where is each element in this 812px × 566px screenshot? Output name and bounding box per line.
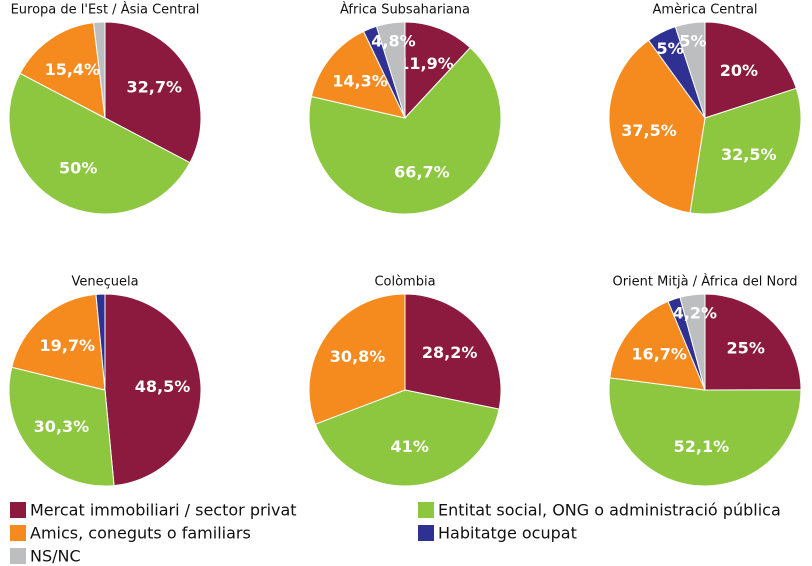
pie-slice bbox=[308, 293, 406, 425]
pie-title: Europa de l'Est / Àsia Central bbox=[11, 2, 200, 18]
pie-slice bbox=[609, 300, 706, 391]
value-label: 37,5% bbox=[621, 121, 677, 140]
value-label: 32,7% bbox=[127, 78, 183, 97]
legend-swatch bbox=[418, 502, 434, 518]
pie-slice bbox=[104, 21, 202, 164]
value-label: 52,1% bbox=[674, 437, 730, 456]
pie-slice bbox=[404, 21, 471, 120]
legend-swatch bbox=[10, 525, 26, 541]
value-label: 48,5% bbox=[135, 377, 191, 396]
pie-title: Àfrica Subsahariana bbox=[340, 2, 470, 18]
pie-title: Amèrica Central bbox=[652, 3, 757, 18]
value-label: 5% bbox=[657, 39, 684, 58]
legend-label: Amics, coneguts o familiars bbox=[30, 524, 251, 543]
pie-slice bbox=[679, 293, 706, 391]
pie-slice bbox=[404, 293, 502, 410]
pie-slice bbox=[95, 293, 106, 391]
legend-swatch bbox=[10, 548, 26, 564]
legend-swatch bbox=[10, 502, 26, 518]
value-label: 28,2% bbox=[422, 343, 478, 362]
pie-slice bbox=[310, 30, 406, 119]
pie-slice bbox=[11, 293, 106, 391]
value-label: 30,8% bbox=[330, 347, 386, 366]
legend-label: NS/NC bbox=[30, 547, 81, 566]
pie-title: Veneçuela bbox=[71, 275, 138, 290]
value-label: 16,7% bbox=[631, 345, 687, 364]
pie-slice bbox=[608, 377, 802, 487]
value-label: 25% bbox=[727, 339, 765, 358]
legend-swatch bbox=[418, 525, 434, 541]
pie-title: Orient Mitjà / Àfrica del Nord bbox=[612, 274, 797, 290]
pie-slice bbox=[314, 389, 500, 487]
value-label: 19,7% bbox=[40, 336, 96, 355]
value-label: 14,3% bbox=[332, 71, 388, 90]
legend-label: Habitatge ocupat bbox=[438, 524, 577, 543]
legend-label: Mercat immobiliari / sector privat bbox=[30, 501, 297, 520]
pie-slice bbox=[375, 21, 406, 119]
pie-slice bbox=[608, 39, 706, 214]
pie-slice bbox=[674, 21, 706, 119]
pie-slice bbox=[689, 87, 802, 215]
value-label: 41% bbox=[391, 437, 429, 456]
pie-slice bbox=[19, 22, 106, 119]
value-label: 66,7% bbox=[394, 163, 450, 182]
value-label: 30,3% bbox=[34, 417, 90, 436]
pie-slice bbox=[104, 293, 202, 487]
value-label: 4,8% bbox=[371, 32, 415, 51]
pie-slice bbox=[8, 72, 191, 215]
pie-slice bbox=[308, 46, 502, 215]
value-label: 5% bbox=[679, 32, 706, 51]
pie-title: Colòmbia bbox=[374, 275, 435, 290]
pie-slice bbox=[704, 293, 802, 391]
value-label: 32,5% bbox=[721, 145, 777, 164]
legend-label: Entitat social, ONG o administració públ… bbox=[438, 501, 781, 520]
pie-slice bbox=[93, 21, 106, 119]
value-label: 4,2% bbox=[673, 303, 717, 322]
pie-slice bbox=[8, 366, 115, 487]
value-label: 50% bbox=[59, 158, 97, 177]
pie-slice bbox=[704, 21, 797, 119]
value-label: 11,9% bbox=[398, 54, 454, 73]
value-label: 20% bbox=[720, 61, 758, 80]
value-label: 15,4% bbox=[45, 60, 101, 79]
